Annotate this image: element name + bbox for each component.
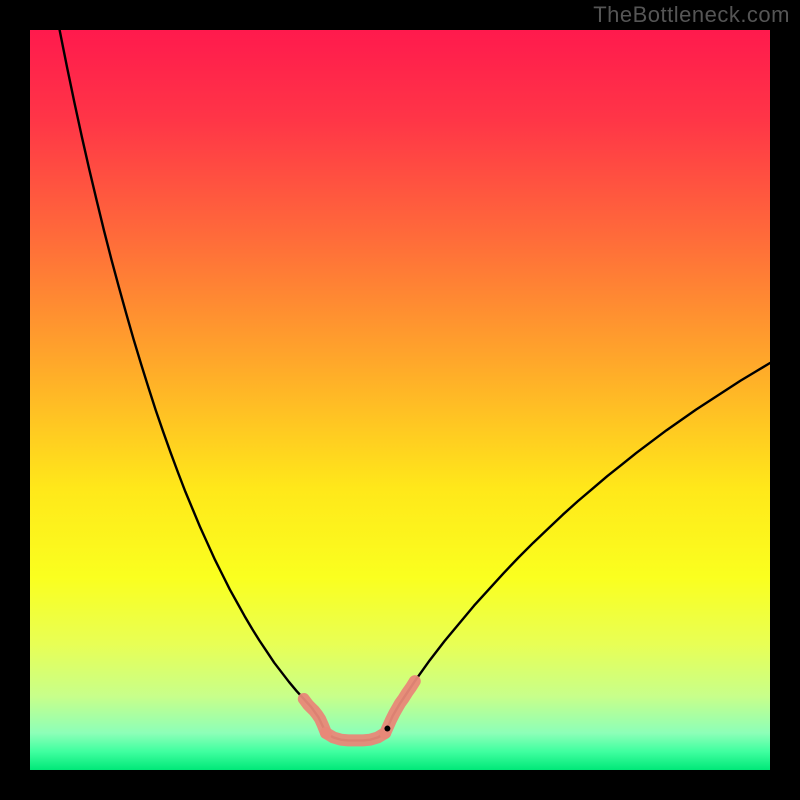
watermark-text: TheBottleneck.com (593, 2, 790, 28)
marker-dot (384, 726, 390, 732)
bottleneck-curve-chart (30, 30, 770, 770)
chart-background (30, 30, 770, 770)
chart-svg (30, 30, 770, 770)
